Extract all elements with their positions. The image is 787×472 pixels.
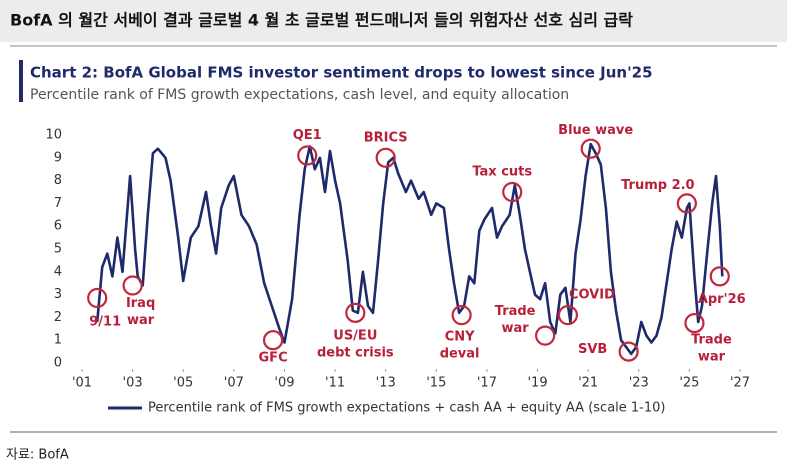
- y-tick-label: 7: [54, 196, 62, 211]
- annotation-circle: [535, 325, 556, 346]
- x-tick-label: '11: [325, 376, 345, 391]
- annotation-circle: [345, 302, 366, 323]
- y-tick-label: 9: [54, 150, 62, 165]
- annotation-label: BRICS: [364, 130, 408, 145]
- x-tick-label: '13: [376, 376, 396, 391]
- legend-label: Percentile rank of FMS growth expectatio…: [148, 401, 666, 416]
- title-accent: [19, 60, 23, 102]
- annotation-circle: [122, 275, 143, 296]
- y-tick-label: 6: [54, 219, 62, 234]
- annotation-circle: [580, 138, 601, 159]
- annotation-label: 9/11: [89, 315, 121, 330]
- annotation-label: CNY: [445, 330, 475, 345]
- x-tick-label: '05: [173, 376, 193, 391]
- annotation-label: Iraq: [126, 296, 155, 311]
- source: 자료: BofA: [6, 448, 69, 463]
- annotation-label: GFC: [259, 351, 288, 366]
- annotation-circle: [709, 266, 730, 287]
- y-tick-label: 0: [54, 356, 62, 371]
- annotation-label: Blue wave: [558, 123, 633, 138]
- x-tick-label: '03: [123, 376, 143, 391]
- y-tick-label: 10: [45, 128, 62, 143]
- annotation-circle: [262, 330, 284, 351]
- annotation-label: Trump 2.0: [621, 178, 695, 193]
- y-tick-label: 1: [54, 333, 62, 348]
- x-tick-label: '09: [274, 376, 294, 391]
- header-title: BofA 의 월간 서베이 결과 글로벌 4 월 초 글로벌 펀드매니저 들의 …: [10, 11, 633, 30]
- annotation-label: Tax cuts: [472, 165, 532, 180]
- x-tick-label: '23: [629, 376, 649, 391]
- annotation-circle: [297, 145, 318, 166]
- header-bar: [0, 0, 787, 42]
- y-tick-label: 8: [54, 173, 62, 188]
- annotation-circle: [684, 313, 705, 334]
- annotation-label: Trade: [691, 333, 732, 348]
- y-tick-label: 5: [54, 242, 62, 257]
- annotation-label: debt crisis: [317, 345, 394, 360]
- y-tick-label: 3: [54, 287, 62, 302]
- annotation-circle: [676, 193, 697, 214]
- y-tick-label: 4: [54, 264, 62, 279]
- chart-title: Chart 2: BofA Global FMS investor sentim…: [30, 64, 653, 82]
- x-tick-label: '25: [679, 376, 699, 391]
- annotation-circle: [557, 305, 579, 326]
- annotation-label: Trade: [495, 304, 536, 319]
- annotation-label: Apr'26: [698, 292, 746, 307]
- annotation-label: war: [502, 321, 530, 336]
- x-tick-label: '19: [527, 376, 547, 391]
- annotation-label: war: [127, 313, 155, 328]
- chart-subtitle: Percentile rank of FMS growth expectatio…: [30, 87, 569, 103]
- x-tick-label: '07: [224, 376, 244, 391]
- annotation-label: QE1: [293, 128, 322, 143]
- annotation-circle: [618, 341, 639, 362]
- x-tick-label: '01: [72, 376, 92, 391]
- y-tick-label: 2: [54, 310, 62, 325]
- annotation-label: war: [698, 350, 726, 365]
- x-tick-label: '21: [578, 376, 598, 391]
- x-tick-label: '15: [426, 376, 446, 391]
- annotation-label: deval: [440, 347, 480, 362]
- annotation-circle: [87, 287, 108, 309]
- annotation-label: SVB: [578, 342, 607, 357]
- annotation-circle: [451, 305, 472, 326]
- annotation-label: US/EU: [333, 328, 377, 343]
- x-tick-label: '17: [477, 376, 497, 391]
- annotation-label: COVID: [569, 288, 615, 303]
- x-tick-label: '27: [730, 376, 750, 391]
- annotation-circle: [375, 147, 396, 168]
- series-line: [95, 142, 724, 356]
- annotation-circle: [502, 181, 523, 203]
